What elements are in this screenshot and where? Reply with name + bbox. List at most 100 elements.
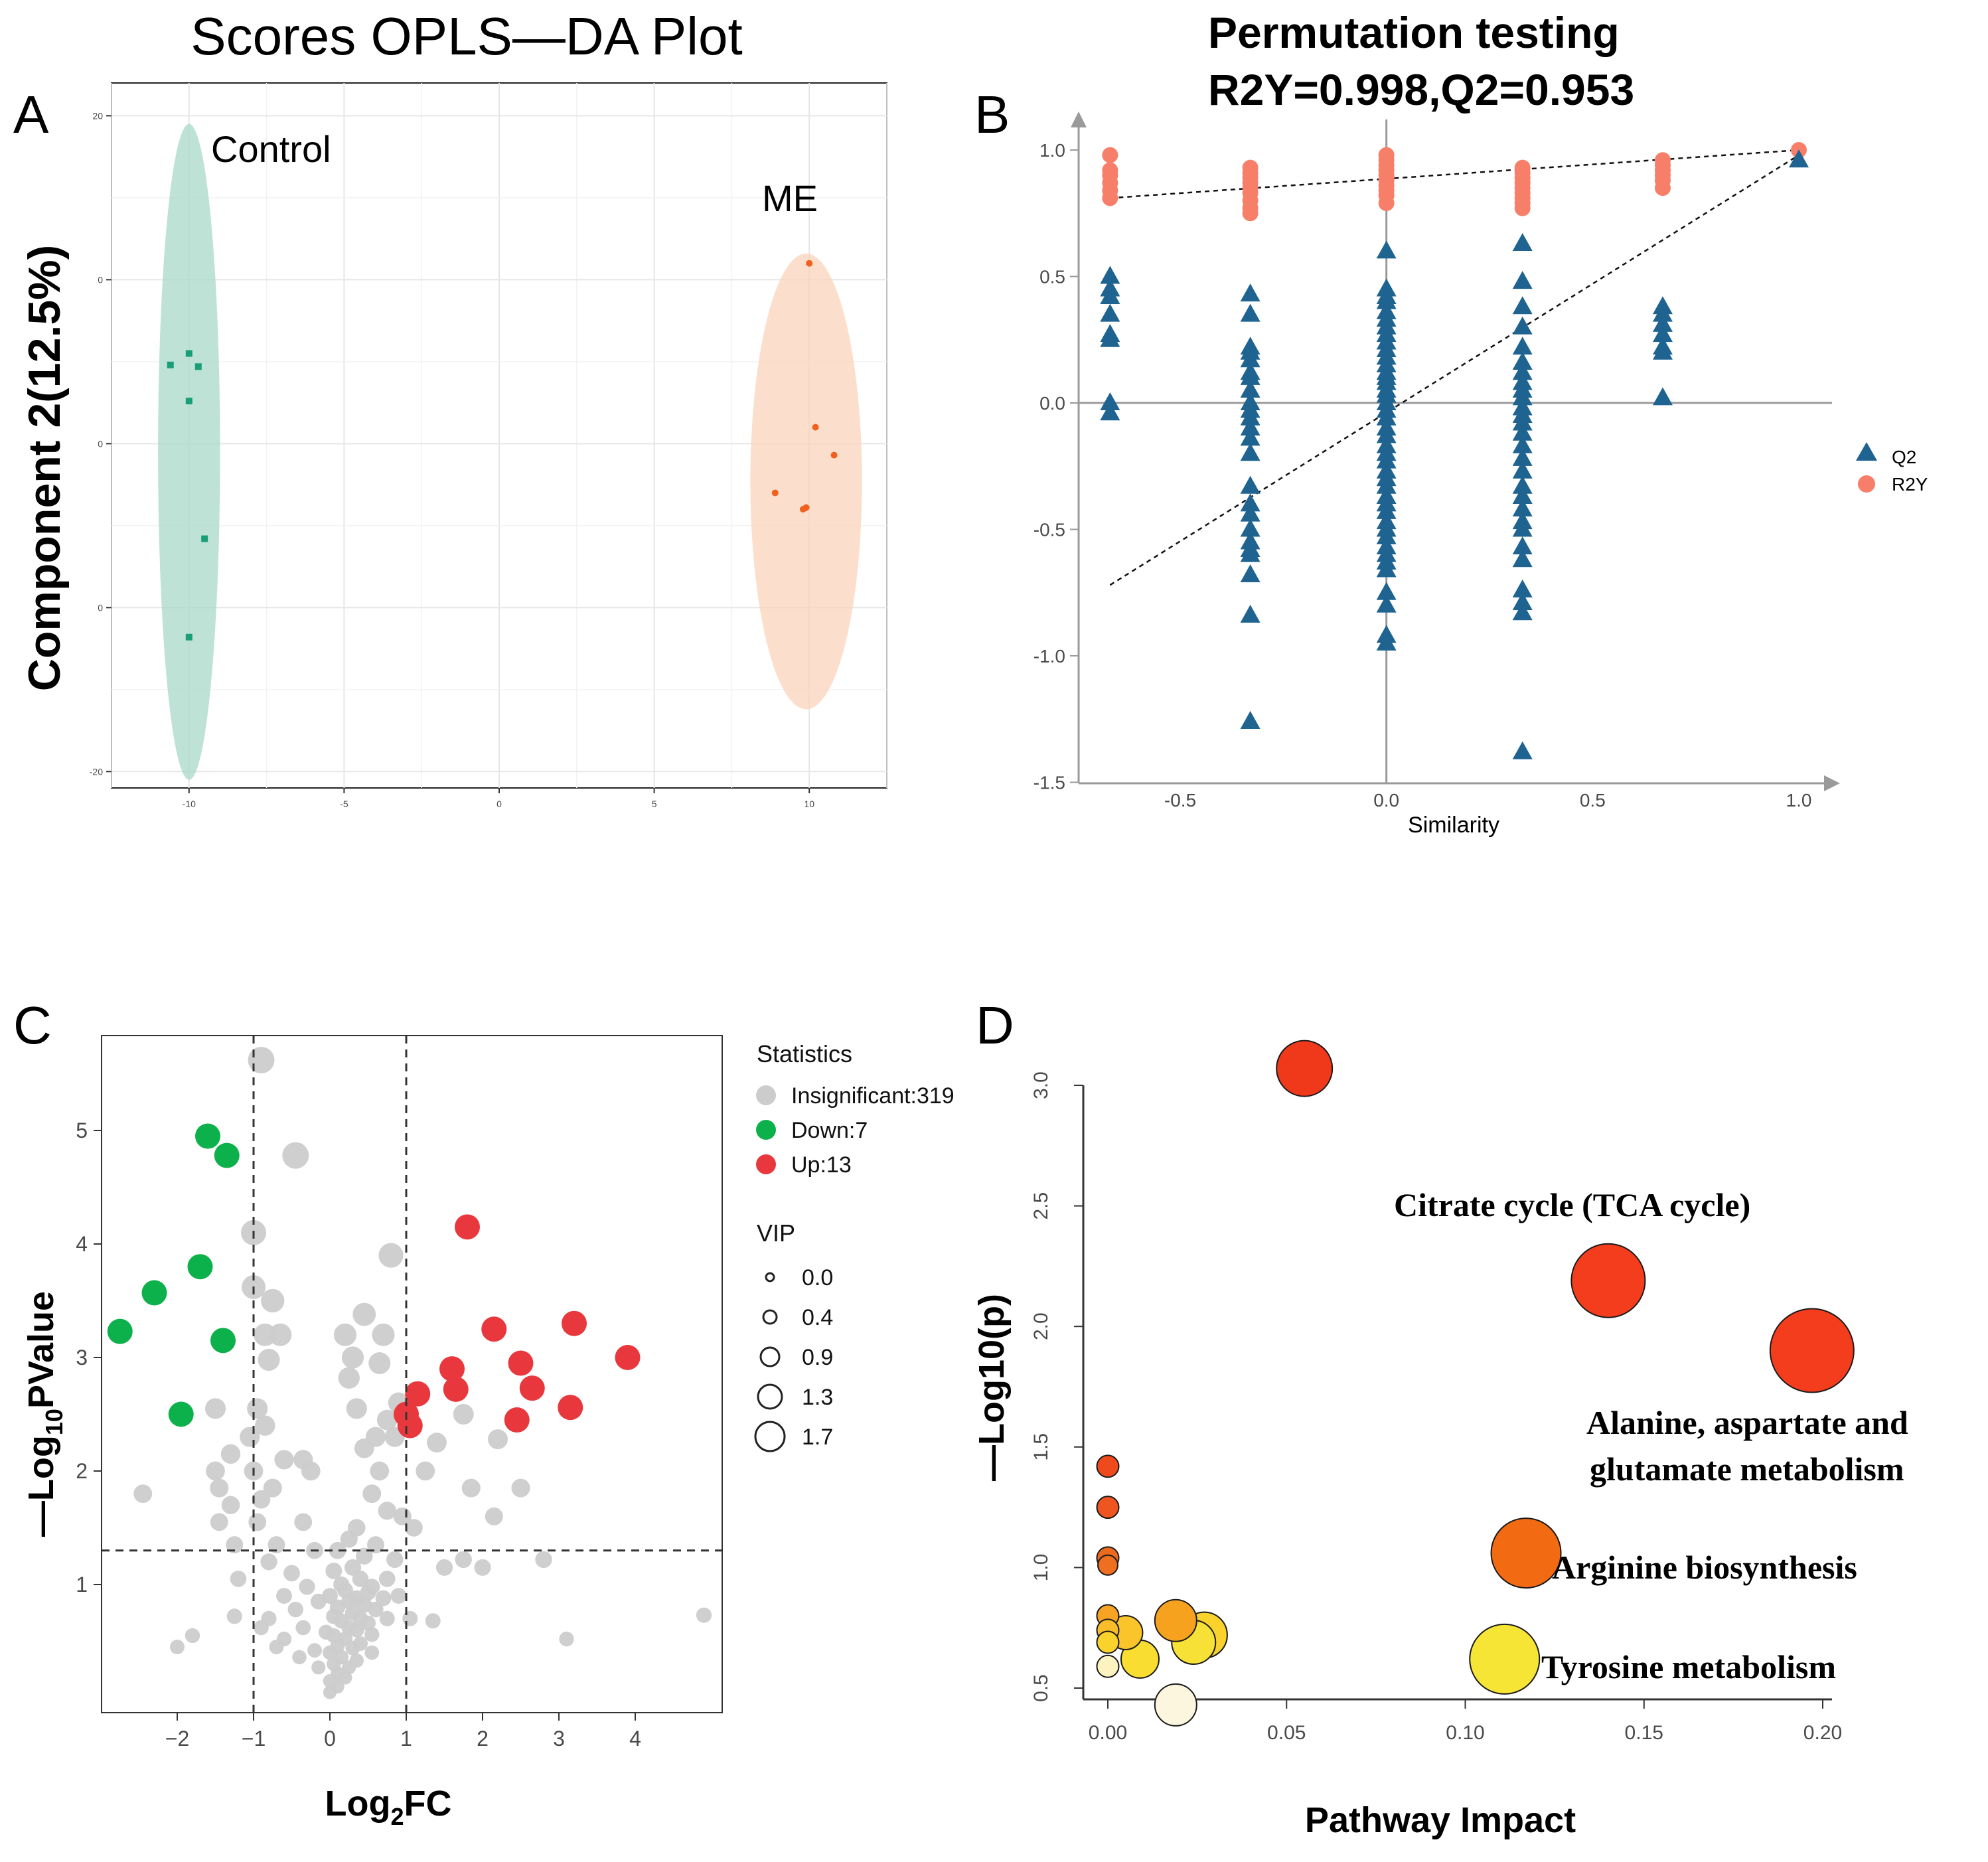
- point-q2-3-21: [1512, 518, 1533, 537]
- panel-d-x-ticks: 0.00 0.05 0.10 0.15 0.20: [1089, 1699, 1842, 1744]
- point-insignificant-80: [287, 1601, 303, 1618]
- d-x-tick-label-4: 0.20: [1803, 1722, 1842, 1744]
- point-q2-0-2: [1100, 285, 1120, 304]
- point-q2-3-25: [1512, 591, 1533, 610]
- pathway-bubble-2: [1769, 1308, 1855, 1393]
- point-insignificant-59: [386, 1551, 404, 1569]
- d-y-tick-label-2: 1.5: [1030, 1433, 1052, 1461]
- c-y-tick-label-2: 3: [76, 1346, 88, 1369]
- point-q2-0-3: [1100, 303, 1120, 322]
- point-up-5: [439, 1356, 465, 1382]
- point-control-2: [194, 363, 202, 370]
- point-q2-3-26: [1512, 602, 1533, 621]
- point-q2-0-7: [1100, 402, 1120, 421]
- legend-insignificant-label: Insignificant:319: [791, 1083, 955, 1109]
- panel-b-subtitle: R2Y=0.998,Q2=0.953: [1208, 65, 1634, 114]
- point-insignificant-63: [283, 1565, 300, 1582]
- point-insignificant-118: [474, 1559, 491, 1576]
- label-alanine-line1: Alanine, aspartate and: [1586, 1404, 1908, 1441]
- point-q2-3-5: [1512, 352, 1533, 370]
- d-y-tick-label-1: 1.0: [1030, 1554, 1052, 1582]
- panel-b-xlabel: Similarity: [1408, 813, 1499, 838]
- d-y-tick-label-0: 0.5: [1030, 1674, 1052, 1702]
- point-q2-1-4: [1240, 349, 1261, 368]
- c-y-tick-label-0: 1: [76, 1573, 88, 1596]
- panel-a-y-ticks: 20 0 0 0 -20: [90, 110, 112, 777]
- point-insignificant-28: [274, 1450, 294, 1470]
- label-arginine: Arginine biosynthesis: [1552, 1549, 1857, 1586]
- point-q2-2-24: [1376, 450, 1397, 469]
- b-y-tick-label-2: 0.0: [1039, 393, 1065, 414]
- point-insignificant-18: [346, 1398, 367, 1419]
- b-x-tick-label-1: 0.0: [1373, 790, 1399, 811]
- point-q2-0-6: [1100, 392, 1120, 410]
- point-insignificant-117: [455, 1551, 472, 1569]
- pathway-bubble-12: [1096, 1630, 1120, 1654]
- legend-vip-label-0: 0.0: [802, 1265, 833, 1290]
- pathway-bubble-6: [1096, 1454, 1120, 1478]
- point-insignificant-48: [294, 1513, 313, 1531]
- point-insignificant-81: [368, 1601, 384, 1618]
- point-q2-4-3: [1652, 324, 1673, 343]
- point-insignificant-110: [311, 1660, 326, 1675]
- point-insignificant-58: [356, 1547, 373, 1565]
- point-insignificant-75: [375, 1590, 392, 1606]
- panel-c-legend: Statistics Insignificant:319 Down:7 Up:1…: [754, 1040, 955, 1452]
- pathway-bubble-16: [1154, 1598, 1197, 1642]
- point-insignificant-19: [376, 1409, 398, 1431]
- point-insignificant-122: [185, 1628, 200, 1644]
- c-x-tick-label-6: 4: [629, 1727, 641, 1750]
- panel-c-threshold-lines: [102, 1036, 722, 1713]
- point-q2-3-15: [1512, 447, 1533, 466]
- panel-b-x-ticks: -0.5 0.0 0.5 1.0: [1164, 790, 1812, 811]
- legend-vip-marker-4: [754, 1421, 786, 1452]
- legend-vip-label-1: 0.4: [802, 1305, 833, 1330]
- point-r2y-4-5: [1654, 180, 1671, 196]
- point-q2-2-38: [1376, 582, 1397, 600]
- legend-vip-marker-0: [765, 1272, 775, 1282]
- point-insignificant-126: [254, 1620, 269, 1636]
- point-q2-2-21: [1376, 425, 1397, 443]
- legend-vip-marker-1: [762, 1309, 778, 1325]
- point-insignificant-54: [268, 1536, 285, 1554]
- point-insignificant-103: [307, 1643, 322, 1658]
- point-up-0: [455, 1214, 480, 1240]
- point-up-1: [481, 1316, 507, 1342]
- panel-b-label: B: [974, 85, 1010, 144]
- point-q2-3-13: [1512, 422, 1533, 441]
- panel-a: A Scores OPLS—DA Plot Component 2(12.5%)…: [13, 7, 887, 809]
- d-y-tick-label-5: 3.0: [1030, 1071, 1052, 1099]
- point-q2-5-0: [1789, 149, 1809, 168]
- d-x-tick-label-3: 0.15: [1625, 1722, 1663, 1744]
- point-insignificant-39: [362, 1484, 382, 1504]
- point-insignificant-115: [323, 1685, 337, 1699]
- point-q2-3-0: [1512, 232, 1533, 251]
- point-q2-1-6: [1240, 366, 1261, 385]
- b-y-tick-label-4: -1.0: [1033, 646, 1065, 666]
- point-insignificant-125: [364, 1645, 380, 1660]
- regression-line-r2y: [1110, 149, 1799, 199]
- point-q2-3-27: [1512, 741, 1533, 759]
- b-x-tick-label-3: 1.0: [1786, 790, 1812, 811]
- point-insignificant-64: [230, 1571, 247, 1587]
- point-insignificant-102: [345, 1640, 360, 1656]
- point-insignificant-88: [360, 1615, 376, 1631]
- pathway-bubble-4: [1469, 1623, 1541, 1695]
- point-r2y-1-8: [1242, 205, 1259, 222]
- pathway-bubble-5: [1154, 1683, 1197, 1727]
- legend-statistics-title: Statistics: [757, 1040, 852, 1067]
- a-y-tick-label-3: 0: [98, 602, 103, 613]
- point-q2-3-1: [1512, 271, 1533, 289]
- point-insignificant-93: [295, 1620, 311, 1636]
- b-y-tick-label-1: 0.5: [1039, 267, 1065, 287]
- point-insignificant-65: [352, 1571, 369, 1587]
- point-q2-2-27: [1376, 475, 1397, 494]
- me-group-label: ME: [762, 177, 818, 219]
- point-control-3: [185, 398, 192, 405]
- point-insignificant-35: [487, 1429, 508, 1450]
- point-q2-1-7: [1240, 379, 1261, 398]
- point-insignificant-52: [340, 1530, 358, 1548]
- point-me-0: [806, 260, 813, 267]
- panel-a-x-ticks: -10 -5 0 5 10: [183, 788, 814, 809]
